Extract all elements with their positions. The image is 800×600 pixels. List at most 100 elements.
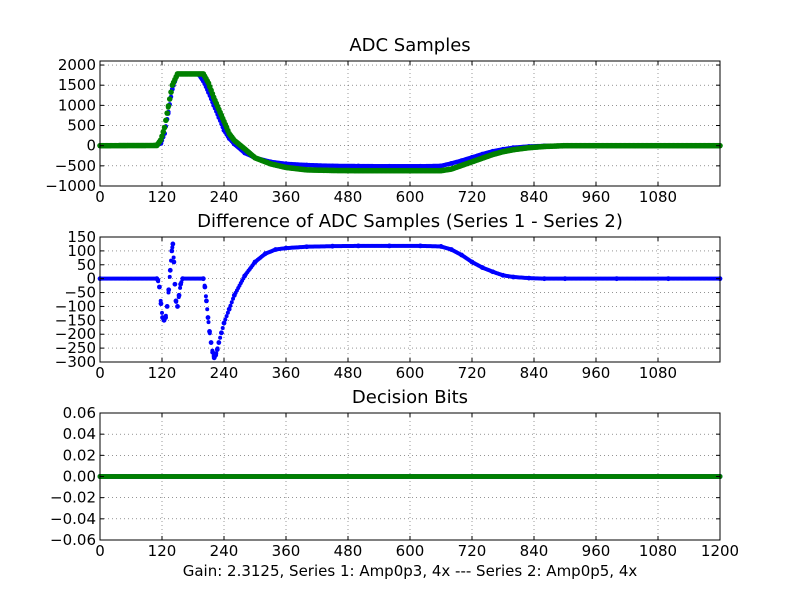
x-tick-label: 840 [520, 542, 549, 560]
data-point [490, 269, 496, 275]
data-point [224, 314, 229, 319]
data-point [157, 284, 162, 290]
data-point [355, 243, 361, 249]
data-point [330, 168, 335, 173]
data-point [526, 275, 532, 281]
data-point [168, 89, 174, 95]
data-point [252, 259, 258, 265]
data-point [231, 138, 237, 143]
data-point [500, 272, 506, 278]
data-point [304, 162, 310, 168]
x-tick-label: 0 [95, 188, 105, 206]
series-2 [97, 71, 723, 174]
data-point [205, 307, 210, 312]
x-tick-label: 0 [95, 364, 105, 382]
y-tick-label: −50 [64, 284, 96, 302]
data-point [438, 163, 444, 169]
data-point [273, 247, 279, 252]
data-point [229, 300, 234, 305]
data-point [459, 158, 465, 163]
data-point [459, 163, 465, 168]
data-point [164, 304, 170, 309]
x-tick-label: 960 [582, 542, 611, 560]
data-point [469, 159, 475, 165]
data-point [304, 244, 310, 250]
data-point [171, 255, 176, 260]
data-point [175, 71, 180, 77]
data-point [200, 71, 206, 77]
data-point [500, 149, 506, 155]
data-point [216, 340, 222, 345]
data-point [268, 161, 273, 167]
data-point [163, 315, 169, 320]
data-point [304, 167, 310, 173]
data-point [205, 315, 211, 320]
figure-caption: Gain: 2.3125, Series 1: Amp0p3, 4x --- S… [183, 562, 638, 580]
data-point [170, 241, 176, 247]
data-point [448, 161, 454, 166]
x-tick-label: 1200 [701, 542, 739, 560]
series-1 [97, 241, 723, 361]
data-point [262, 251, 268, 257]
x-tick-label: 240 [210, 364, 239, 382]
data-point [665, 276, 671, 282]
data-point [386, 243, 392, 249]
data-point [355, 168, 361, 174]
x-tick-label: 960 [582, 364, 611, 382]
y-tick-label: 0.06 [63, 404, 96, 422]
x-tick-label: 120 [148, 364, 177, 382]
y-tick-label: −100 [55, 297, 96, 315]
data-point [228, 303, 233, 308]
y-tick-label: −1000 [45, 177, 96, 195]
data-point [490, 152, 496, 157]
plot-area [100, 237, 720, 362]
data-point [459, 252, 465, 258]
data-point [169, 248, 175, 254]
y-tick-label: 500 [67, 117, 96, 135]
data-point [210, 349, 216, 355]
data-point [164, 110, 170, 116]
x-tick-label: 600 [396, 188, 425, 206]
data-point [158, 137, 164, 143]
y-tick-label: −300 [55, 353, 96, 371]
data-point [242, 146, 248, 152]
data-point [180, 276, 186, 282]
data-point [175, 304, 180, 309]
data-point [221, 320, 227, 326]
y-tick-label: 1000 [58, 96, 96, 114]
data-point [162, 125, 167, 130]
data-point [226, 131, 232, 136]
data-point [330, 243, 335, 249]
x-tick-label: 1080 [639, 364, 677, 382]
x-tick-label: 720 [458, 188, 487, 206]
data-point [355, 163, 361, 169]
data-point [510, 274, 516, 280]
data-point [214, 347, 220, 352]
x-tick-label: 720 [458, 364, 487, 382]
data-point [562, 143, 568, 149]
y-tick-label: 0 [86, 270, 96, 288]
data-point [252, 155, 258, 161]
data-point [223, 317, 228, 322]
x-tick-label: 0 [95, 542, 105, 560]
y-tick-label: 2000 [58, 56, 96, 74]
chart-title: ADC Samples [349, 35, 470, 56]
data-point [417, 243, 423, 249]
data-point [167, 267, 173, 273]
data-point [160, 129, 167, 135]
data-point [283, 165, 289, 170]
data-point [172, 281, 178, 287]
data-point [178, 281, 184, 287]
x-tick-label: 360 [272, 188, 301, 206]
y-tick-label: 0.02 [63, 446, 96, 464]
data-point [163, 117, 169, 124]
data-point [330, 163, 335, 169]
chart-title: Difference of ADC Samples (Series 1 - Se… [197, 211, 623, 232]
data-point [169, 82, 175, 88]
x-tick-label: 960 [582, 188, 611, 206]
data-point [469, 259, 475, 265]
y-tick-label: 50 [77, 256, 96, 274]
data-point [541, 276, 547, 282]
x-tick-label: 840 [520, 364, 549, 382]
data-point [231, 296, 236, 301]
